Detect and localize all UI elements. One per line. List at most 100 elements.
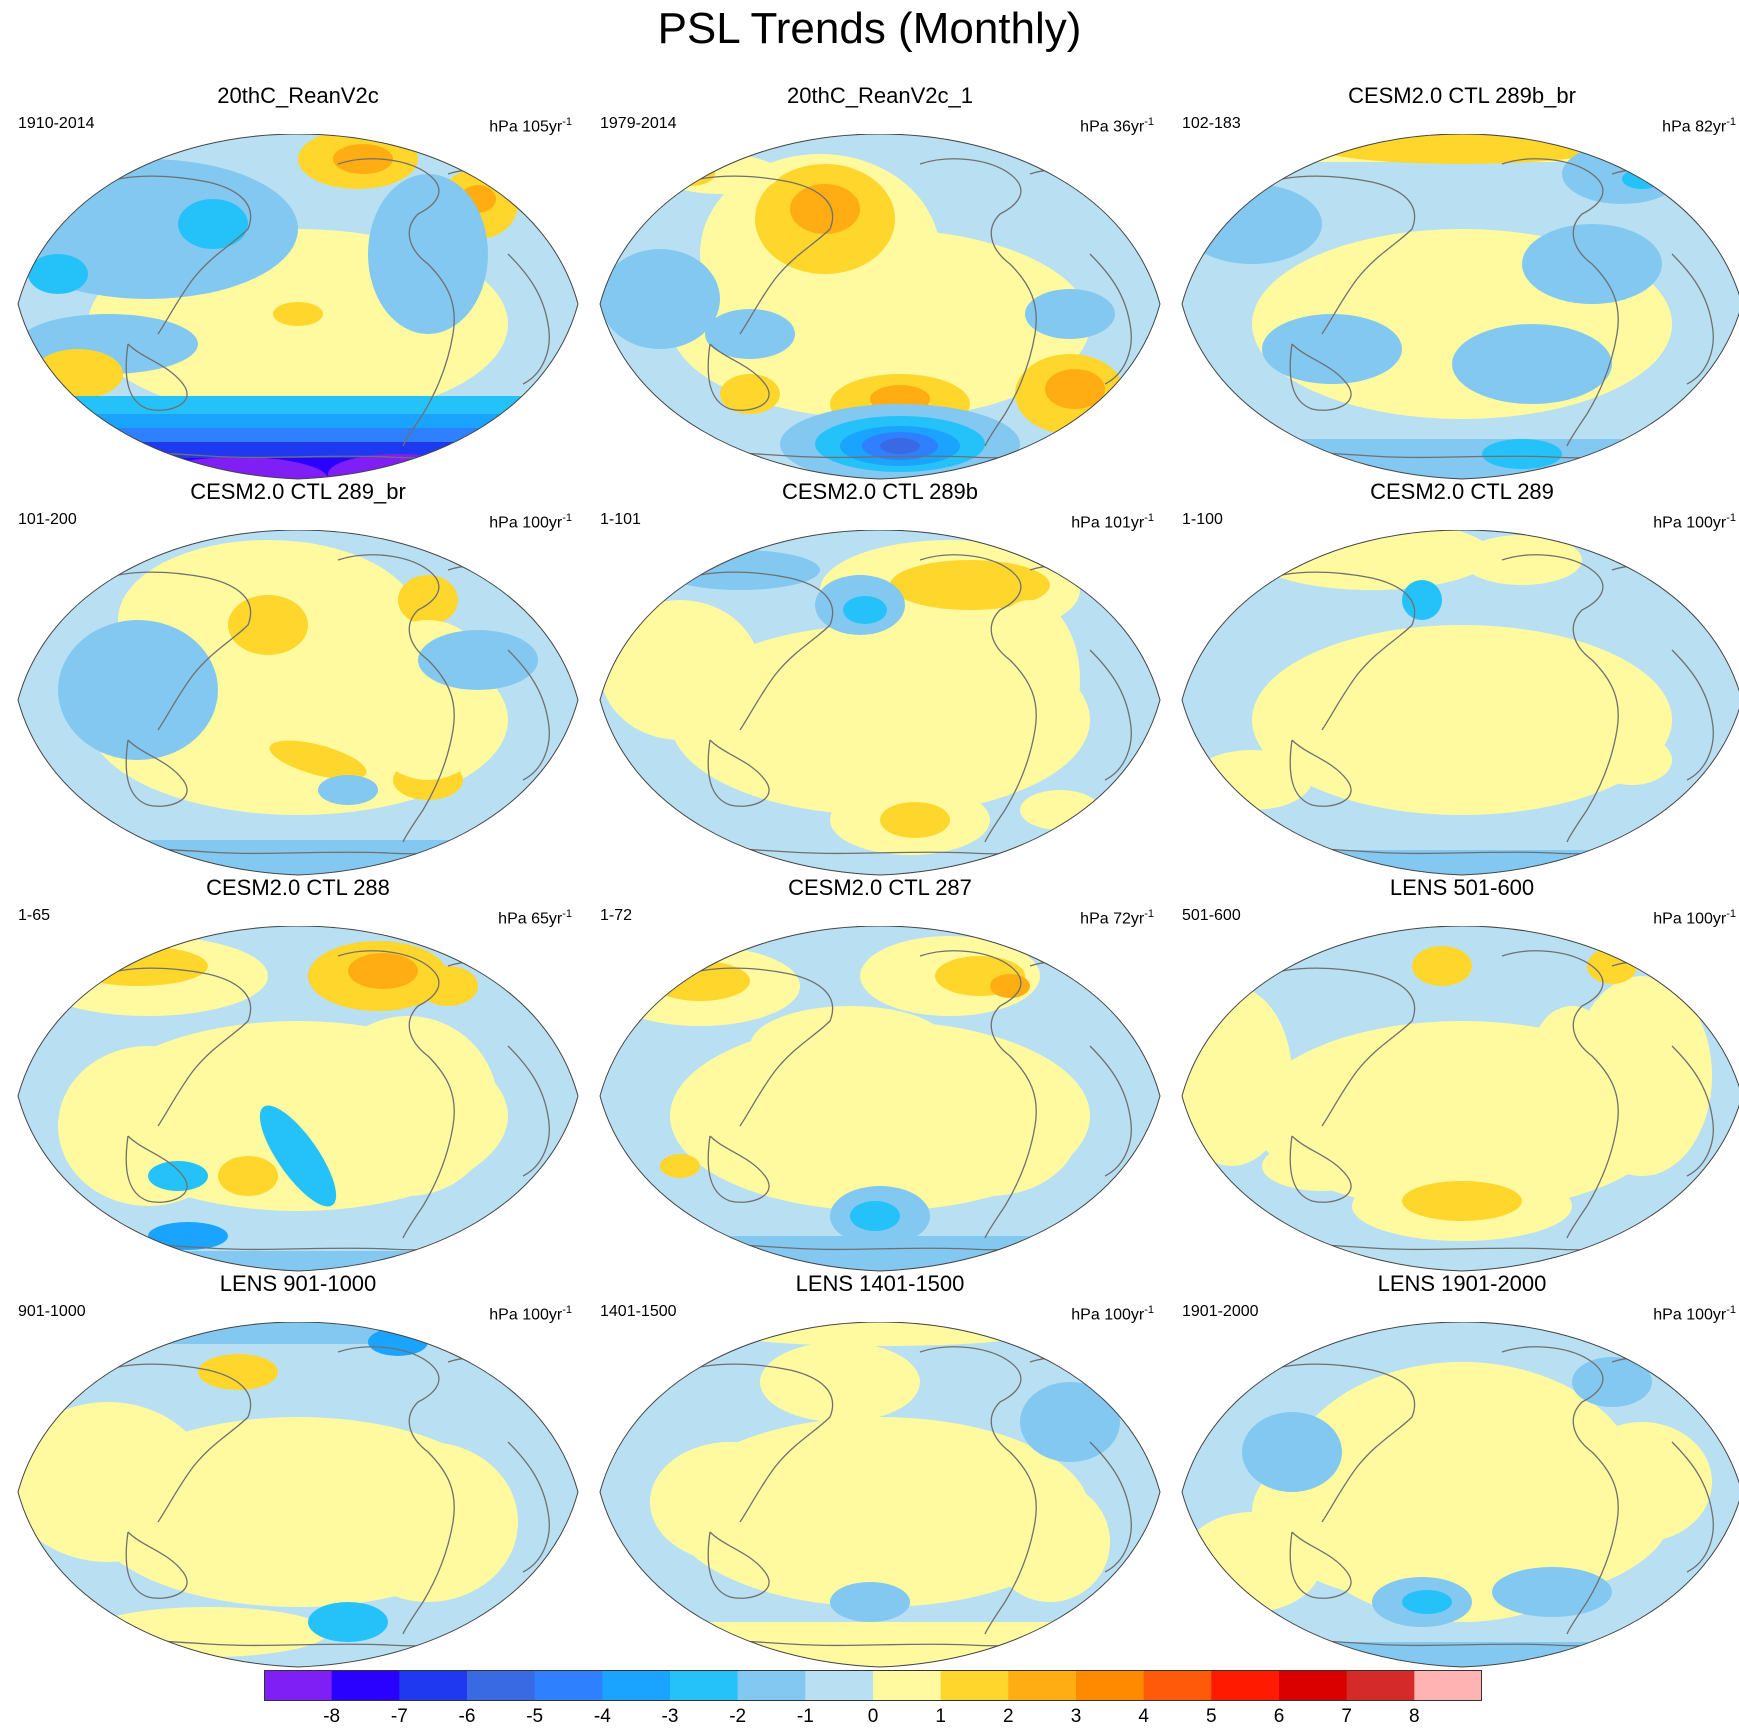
trend-anomaly bbox=[880, 802, 950, 838]
panel-units: hPa 105yr-1 bbox=[489, 116, 572, 136]
trend-anomaly bbox=[600, 600, 760, 740]
colorbar-swatch bbox=[670, 1670, 739, 1700]
colorbar-tick-label: 0 bbox=[867, 1706, 879, 1727]
map-globe bbox=[17, 530, 579, 876]
panel-title: LENS 901-1000 bbox=[219, 1271, 377, 1296]
coastline bbox=[919, 950, 1037, 1239]
trend-anomaly bbox=[1492, 1567, 1612, 1617]
coastline bbox=[919, 158, 1037, 447]
coastline bbox=[337, 158, 455, 447]
trend-band bbox=[18, 396, 578, 414]
trend-anomaly bbox=[1572, 976, 1712, 1176]
map-panel: LENS 1401-1500 1401-1500 hPa 100yr-1 bbox=[590, 1270, 1170, 1668]
trend-anomaly bbox=[1462, 535, 1582, 585]
panel-units: hPa 36yr-1 bbox=[1080, 116, 1154, 136]
trend-anomaly bbox=[318, 1016, 498, 1196]
trend-anomaly bbox=[1025, 289, 1115, 339]
coastline bbox=[659, 175, 834, 411]
trend-anomaly bbox=[198, 1354, 278, 1390]
panel-period: 1-72 bbox=[600, 907, 633, 924]
trend-anomaly bbox=[348, 953, 418, 989]
panel-units: hPa 100yr-1 bbox=[1653, 1304, 1736, 1324]
panel-period: 1-65 bbox=[18, 907, 51, 924]
trend-anomaly bbox=[33, 349, 123, 399]
colorbar-swatch bbox=[534, 1670, 603, 1700]
globe-outline bbox=[599, 134, 1161, 480]
colorbar-swatch bbox=[602, 1670, 671, 1700]
colorbar-tick-label: -8 bbox=[323, 1706, 341, 1727]
panel-title: 20thC_ReanV2c bbox=[217, 83, 379, 108]
trend-anomaly bbox=[228, 1472, 348, 1552]
map-globe bbox=[599, 1322, 1161, 1668]
trend-anomaly bbox=[1402, 1181, 1522, 1221]
trend-anomaly bbox=[1282, 1362, 1642, 1622]
panel-title: LENS 1901-2000 bbox=[1377, 1271, 1547, 1296]
map-globe bbox=[1181, 1322, 1739, 1668]
trend-band bbox=[18, 1322, 578, 1344]
trend-anomaly bbox=[750, 1006, 950, 1086]
panel-title: CESM2.0 CTL 289b bbox=[781, 479, 979, 504]
coastline bbox=[919, 1346, 1037, 1635]
trend-anomaly bbox=[990, 1482, 1110, 1602]
trend-anomaly bbox=[148, 1161, 208, 1191]
trend-anomaly bbox=[148, 1222, 228, 1250]
panel-units: hPa 100yr-1 bbox=[489, 1304, 572, 1324]
trend-band bbox=[18, 414, 578, 428]
colorbar-frame bbox=[264, 1670, 1482, 1701]
map-panel: 20thC_ReanV2c_1 1979-2014 hPa 36yr-1 bbox=[590, 82, 1170, 480]
colorbar-swatch bbox=[331, 1670, 400, 1700]
trend-anomaly bbox=[1182, 184, 1322, 264]
trend-anomaly bbox=[78, 1330, 158, 1354]
colorbar bbox=[264, 1670, 1482, 1701]
colorbar-tick-label: 8 bbox=[1409, 1706, 1420, 1727]
trend-anomaly bbox=[1592, 735, 1672, 785]
figure-title: PSL Trends (Monthly) bbox=[657, 4, 1082, 53]
coastline bbox=[337, 554, 455, 843]
panel-units: hPa 65yr-1 bbox=[498, 908, 572, 928]
trend-anomaly bbox=[1242, 1412, 1342, 1492]
trend-anomaly bbox=[269, 740, 367, 780]
trend-anomaly bbox=[650, 961, 750, 1001]
trend-anomaly bbox=[1020, 790, 1100, 830]
trend-anomaly bbox=[1045, 369, 1105, 409]
panel-units: hPa 100yr-1 bbox=[1653, 908, 1736, 928]
coastline bbox=[1241, 1363, 1416, 1599]
colorbar-tick-label: -4 bbox=[593, 1706, 611, 1727]
trend-anomaly bbox=[890, 560, 1050, 610]
trend-anomaly bbox=[1262, 1141, 1382, 1191]
trend-anomaly bbox=[880, 438, 920, 454]
trend-anomaly bbox=[273, 302, 323, 326]
globe-outline bbox=[1181, 1322, 1739, 1668]
trend-anomaly bbox=[58, 620, 218, 760]
trend-anomaly bbox=[398, 575, 458, 625]
trend-anomaly bbox=[1562, 144, 1682, 204]
panel-title: 20thC_ReanV2c_1 bbox=[787, 83, 973, 108]
trend-anomaly bbox=[760, 1342, 920, 1422]
panel-title: LENS 1401-1500 bbox=[795, 1271, 965, 1296]
trend-anomaly bbox=[259, 1105, 337, 1207]
colorbar-tick-label: 2 bbox=[1003, 1706, 1014, 1727]
panel-units: hPa 100yr-1 bbox=[1071, 1304, 1154, 1324]
panel-title: CESM2.0 CTL 289b_br bbox=[1348, 83, 1576, 108]
trend-anomaly bbox=[418, 630, 538, 690]
panel-title: LENS 501-600 bbox=[1389, 875, 1535, 900]
map-globe bbox=[17, 926, 579, 1272]
colorbar-tick-label: 5 bbox=[1206, 1706, 1217, 1727]
globe-outline bbox=[599, 1322, 1161, 1668]
map-globe bbox=[599, 926, 1161, 1272]
map-panel: CESM2.0 CTL 289b 1-101 hPa 101yr-1 bbox=[590, 478, 1170, 876]
globe-outline bbox=[1181, 926, 1739, 1272]
globe-outline bbox=[17, 1322, 579, 1668]
panel-period: 1-100 bbox=[1182, 511, 1223, 528]
colorbar-tick-label: 4 bbox=[1138, 1706, 1149, 1727]
map-globe bbox=[1181, 926, 1739, 1272]
panel-period: 1901-2000 bbox=[1182, 1303, 1259, 1320]
colorbar-swatch bbox=[737, 1670, 806, 1700]
trend-anomaly bbox=[900, 1056, 1080, 1196]
coastline bbox=[659, 1363, 834, 1599]
panel-units: hPa 82yr-1 bbox=[1662, 116, 1736, 136]
map-panel: CESM2.0 CTL 287 1-72 hPa 72yr-1 bbox=[590, 874, 1170, 1272]
map-globe bbox=[599, 530, 1161, 876]
globe-outline bbox=[17, 530, 579, 876]
colorbar-swatch bbox=[1414, 1670, 1482, 1700]
